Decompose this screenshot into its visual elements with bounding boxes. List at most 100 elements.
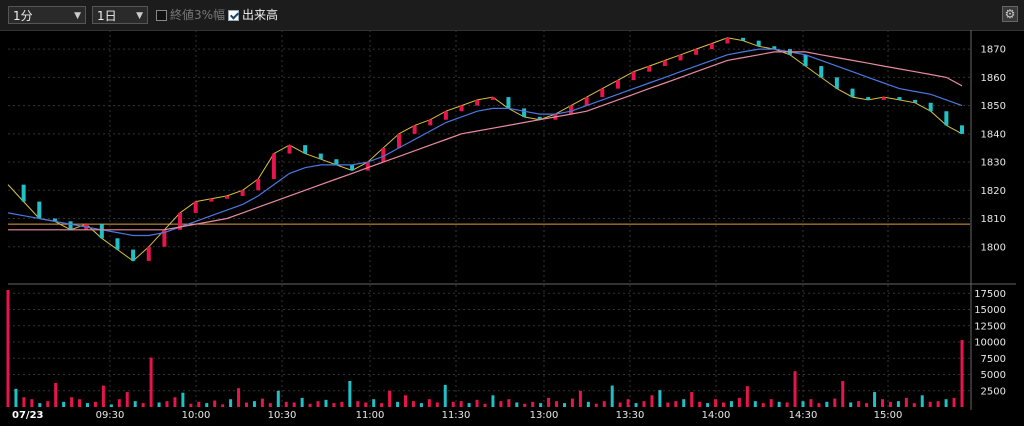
- interval-value: 1分: [13, 9, 33, 23]
- volume-bar: [817, 403, 821, 407]
- volume-bar: [14, 388, 18, 407]
- volume-tick-label: 5000: [981, 370, 1006, 381]
- volume-bar: [618, 402, 622, 407]
- volume-bar: [86, 403, 89, 407]
- candle: [287, 145, 292, 154]
- volume-bar: [229, 399, 233, 407]
- volume-bar: [928, 401, 932, 407]
- candle: [881, 97, 886, 100]
- volume-bar: [316, 401, 320, 407]
- candle: [506, 97, 511, 109]
- volume-tick-label: 17500: [974, 289, 1006, 300]
- candle: [350, 164, 355, 171]
- time-tick-label: 13:00: [530, 410, 559, 421]
- volume-bar: [881, 399, 884, 407]
- volume-bar: [960, 340, 964, 407]
- volume-bar: [563, 403, 566, 407]
- candle: [741, 37, 746, 41]
- volume-bar: [276, 390, 280, 407]
- volume-bar: [777, 401, 781, 407]
- candle: [772, 46, 777, 50]
- candle: [615, 80, 620, 89]
- candle: [459, 105, 464, 112]
- price-line: [8, 51, 963, 231]
- candle: [647, 66, 652, 72]
- candle: [68, 221, 73, 230]
- price-axis: 1870 1860 1850 1840 1830 1820 1810 1800: [981, 45, 1006, 254]
- volume-bar: [260, 398, 264, 407]
- volume-bar: [586, 401, 590, 407]
- candle: [99, 224, 104, 239]
- volume-bar: [340, 401, 344, 407]
- volume-bar: [117, 399, 121, 407]
- candle: [334, 159, 339, 165]
- candle: [193, 201, 198, 213]
- candle: [897, 97, 902, 100]
- volume-bar: [785, 402, 789, 407]
- volume-bar: [674, 401, 678, 407]
- volume-bar: [411, 401, 415, 407]
- volume-bar: [324, 399, 328, 407]
- volume-bar: [93, 401, 97, 407]
- candle: [224, 195, 229, 199]
- volume-bar: [602, 401, 606, 407]
- volume-checkbox[interactable]: 出来高: [228, 8, 278, 22]
- volume-bar: [237, 388, 241, 407]
- range-select[interactable]: 1日 ▼: [92, 6, 148, 24]
- volume-bar: [555, 401, 559, 407]
- volume-bar: [714, 399, 718, 407]
- candle: [115, 238, 120, 250]
- candle: [209, 198, 214, 202]
- volume-bar: [888, 401, 892, 407]
- price-line: [7, 48, 963, 237]
- volume-bar: [125, 392, 129, 407]
- candle: [443, 111, 448, 120]
- candle: [303, 145, 308, 154]
- volume-bar: [594, 403, 598, 407]
- candle: [396, 133, 401, 148]
- interval-select[interactable]: 1分 ▼: [8, 6, 86, 24]
- volume-bar: [666, 402, 670, 407]
- time-tick-label: 13:30: [616, 410, 645, 421]
- time-tick-label: 11:00: [356, 410, 385, 421]
- volume-bar: [157, 402, 161, 407]
- volume-bar: [936, 401, 940, 407]
- volume-bar: [761, 403, 765, 407]
- candle: [146, 246, 151, 261]
- volume-bar: [6, 290, 10, 407]
- volume-bar: [578, 390, 582, 407]
- volume-bar: [642, 401, 646, 407]
- volume-bar: [833, 398, 837, 407]
- candle: [584, 97, 589, 106]
- volume-bar: [729, 401, 733, 407]
- candle: [756, 40, 761, 47]
- candle: [365, 162, 370, 171]
- time-tick-label: 09:30: [96, 410, 125, 421]
- gear-icon[interactable]: ⚙: [1002, 6, 1018, 22]
- price-tick-label: 1810: [981, 214, 1006, 225]
- volume-bar: [547, 397, 551, 407]
- volume-bar: [141, 403, 145, 407]
- volume-bar: [252, 401, 256, 407]
- volume-bar: [46, 401, 50, 407]
- candle: [21, 184, 26, 202]
- candle: [631, 71, 636, 81]
- volume-bar: [109, 404, 113, 407]
- volume-label: 出来高: [242, 8, 279, 22]
- candle: [52, 218, 57, 222]
- time-tick-label: 14:30: [789, 410, 818, 421]
- volume-bar: [38, 403, 42, 407]
- close-pct-checkbox[interactable]: 終値3%幅: [156, 8, 225, 22]
- candle: [240, 190, 245, 196]
- candle: [662, 60, 667, 67]
- volume-bar: [904, 397, 908, 407]
- candle: [928, 102, 933, 112]
- volume-bar: [197, 401, 201, 407]
- volume-bar: [793, 371, 797, 407]
- candle: [475, 99, 480, 106]
- volume-bar: [467, 403, 471, 407]
- volume-bar: [404, 395, 407, 407]
- candle: [960, 125, 964, 134]
- volume-bar: [722, 402, 725, 407]
- volume-bar: [380, 403, 384, 407]
